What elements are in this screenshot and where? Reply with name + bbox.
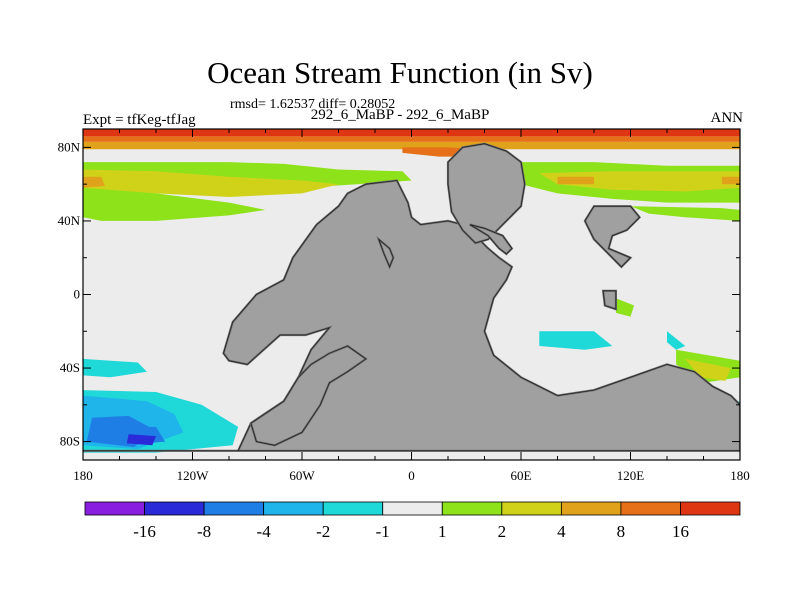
colorbar-box-4: [322, 501, 384, 516]
case-label: 292_6_MaBP - 292_6_MaBP: [310, 107, 490, 123]
colorbar-label-9: 16: [672, 522, 689, 541]
x-tick-label-4: 60E: [511, 468, 532, 483]
contour-region-11: [721, 176, 740, 185]
colorbar-box-2: [203, 501, 265, 516]
season-label: ANN: [710, 110, 744, 126]
colorbar-box-6: [441, 501, 503, 516]
land-outline-6: [602, 290, 617, 310]
colorbar: -16 -8 -4 -2 -1 1 2 4 8 16: [84, 501, 741, 541]
land-outline-5: [584, 205, 641, 268]
colorbar-box-0: [84, 501, 145, 516]
colorbar-label-3: -2: [316, 522, 330, 541]
y-tick-label-2: 0: [74, 287, 81, 302]
contour-region-9: [539, 171, 740, 192]
land-outline-3: [447, 143, 526, 244]
contour-region-13: [615, 298, 635, 317]
colorbar-box-5: [382, 501, 443, 516]
colorbar-box-1: [144, 501, 205, 516]
colorbar-box-8: [560, 501, 622, 516]
contour-region-12: [630, 206, 740, 221]
contour-region-1: [83, 136, 740, 142]
chart-subtitle: rmsd= 1.62537 diff= 0.28052: [230, 97, 396, 112]
contour-region-5: [83, 169, 339, 197]
land-layer: [83, 142, 740, 452]
x-tick-label-2: 60W: [289, 468, 315, 483]
y-tick-label-3: 40S: [60, 360, 80, 375]
y-tick-label-1: 40N: [58, 213, 81, 228]
colorbar-label-1: -8: [197, 522, 211, 541]
colorbar-label-6: 2: [498, 522, 507, 541]
x-tick-label-0: 180: [73, 468, 93, 483]
y-tick-label-0: 80N: [58, 139, 81, 154]
x-tick-label-1: 120W: [177, 468, 210, 483]
contour-region-23: [126, 434, 156, 446]
colorbar-box-10: [680, 501, 741, 516]
land-outline-4: [469, 224, 513, 255]
contour-region-17: [667, 331, 686, 350]
colorbar-box-3: [263, 501, 324, 516]
colorbar-label-4: -1: [376, 522, 390, 541]
colorbar-label-5: 1: [438, 522, 447, 541]
colorbar-label-8: 8: [617, 522, 626, 541]
contour-region-6: [83, 176, 105, 188]
contour-region-16: [539, 331, 613, 350]
contour-region-18: [83, 358, 147, 378]
contour-region-10: [557, 176, 594, 185]
colorbar-label-7: 4: [557, 522, 566, 541]
x-tick-label-5: 120E: [617, 468, 645, 483]
contour-region-15: [685, 358, 731, 381]
x-tick-label-6: 180: [730, 468, 750, 483]
contour-region-2: [83, 141, 740, 150]
y-tick-label-4: 80S: [60, 434, 80, 449]
colorbar-label-0: -16: [133, 522, 156, 541]
contour-region-7: [83, 187, 266, 221]
chart-title: Ocean Stream Function (in Sv): [207, 55, 593, 90]
land-outline-2: [377, 238, 394, 268]
colorbar-label-2: -4: [257, 522, 272, 541]
land-mass-6: [601, 289, 618, 311]
plot-axes: 180 120W 60W 0 60E 120E 180 80N 40N 0 40S 80S: [58, 128, 750, 483]
experiment-label: Expt = tfKeg-tfJag: [83, 112, 196, 128]
colorbar-box-7: [501, 501, 562, 516]
x-tick-label-3: 0: [408, 468, 415, 483]
land-outline-1: [250, 345, 367, 446]
colorbar-box-9: [620, 501, 681, 516]
